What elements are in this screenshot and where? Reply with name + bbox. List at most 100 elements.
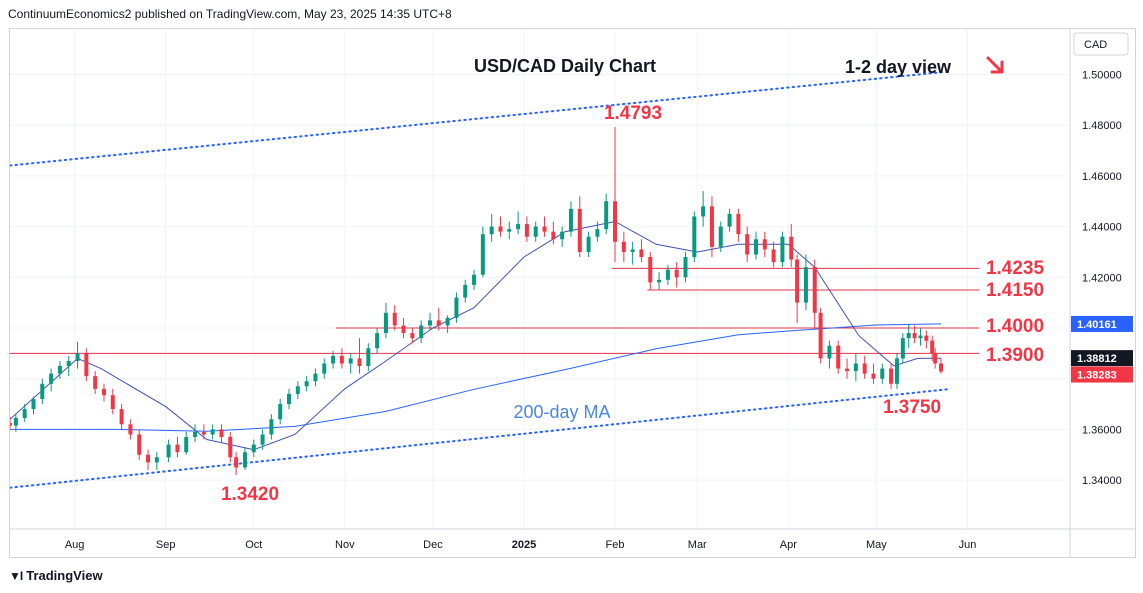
candle-body bbox=[836, 345, 841, 369]
price-tag-box bbox=[1071, 315, 1133, 332]
candle-body bbox=[40, 383, 45, 399]
candle-body bbox=[93, 376, 98, 389]
ma-200-line bbox=[10, 323, 942, 432]
candle-body bbox=[339, 355, 344, 364]
candle-body bbox=[410, 333, 415, 339]
candle-body bbox=[13, 417, 18, 426]
candle-body bbox=[736, 213, 741, 235]
candle-body bbox=[436, 320, 441, 326]
candle-body bbox=[392, 312, 397, 326]
candle-body bbox=[533, 226, 538, 237]
candle-body bbox=[137, 434, 142, 455]
candle-body bbox=[454, 297, 459, 318]
candle-body bbox=[665, 269, 670, 280]
candle-body bbox=[128, 424, 133, 435]
candle-body bbox=[101, 388, 106, 396]
x-tick-label: Sep bbox=[156, 539, 176, 551]
x-tick-label: Jun bbox=[959, 539, 977, 551]
candle-body bbox=[701, 206, 706, 217]
y-tick-label: 1.34000 bbox=[1082, 475, 1122, 487]
candle-body bbox=[516, 224, 521, 230]
price-tag-box bbox=[1071, 366, 1133, 383]
candle-body bbox=[184, 437, 189, 453]
candle-body bbox=[880, 368, 885, 379]
candle-body bbox=[445, 317, 450, 326]
x-tick-label: Apr bbox=[780, 539, 797, 551]
candle-body bbox=[419, 325, 424, 339]
x-tick-label: Oct bbox=[245, 539, 262, 551]
candle-body bbox=[762, 239, 767, 250]
candle-body bbox=[753, 239, 758, 255]
x-tick-label: 2025 bbox=[512, 539, 536, 551]
candle-body bbox=[853, 363, 858, 372]
candle-body bbox=[278, 404, 283, 420]
candle-body bbox=[827, 345, 832, 359]
candle-body bbox=[260, 434, 265, 445]
x-tick-label: Mar bbox=[688, 539, 707, 551]
candle-body bbox=[210, 429, 215, 435]
candle-body bbox=[683, 257, 688, 278]
down-arrow-icon bbox=[986, 56, 1004, 74]
tradingview-label: TradingView bbox=[26, 568, 103, 583]
ma-short-line bbox=[10, 220, 942, 451]
candle-body bbox=[201, 431, 206, 435]
candle-body bbox=[10, 423, 12, 426]
y-tick-label: 1.48000 bbox=[1082, 120, 1122, 132]
candle-body bbox=[933, 353, 938, 364]
candle-body bbox=[639, 249, 644, 258]
ma-200-label: 200-day MA bbox=[513, 402, 610, 422]
candle-body bbox=[586, 236, 591, 252]
level-label-1.3750: 1.3750 bbox=[883, 397, 941, 418]
x-tick-label: Feb bbox=[606, 539, 625, 551]
x-tick-label: Aug bbox=[65, 539, 85, 551]
level-label-1.4150: 1.4150 bbox=[986, 280, 1044, 301]
x-tick-label: Dec bbox=[423, 539, 443, 551]
price-tag-label: 1.38812 bbox=[1077, 353, 1117, 365]
y-tick-label: 1.42000 bbox=[1082, 272, 1122, 284]
candle-body bbox=[648, 257, 653, 283]
candle-body bbox=[322, 363, 327, 374]
candle-body bbox=[568, 208, 573, 232]
currency-label: CAD bbox=[1084, 39, 1107, 51]
candle-body bbox=[489, 226, 494, 235]
candle-body bbox=[894, 358, 899, 384]
candle-body bbox=[889, 368, 894, 384]
candle-body bbox=[613, 201, 618, 242]
candle-body bbox=[366, 348, 371, 367]
candle-body bbox=[357, 358, 362, 367]
candle-body bbox=[630, 249, 635, 252]
candle-body bbox=[242, 452, 247, 468]
candle-body bbox=[295, 386, 300, 394]
candle-body bbox=[657, 279, 662, 283]
candle-body bbox=[463, 284, 468, 298]
candle-body bbox=[692, 216, 697, 258]
y-tick-label: 1.36000 bbox=[1082, 424, 1122, 436]
candle-body bbox=[348, 358, 353, 364]
candle-body bbox=[146, 454, 151, 463]
candle-body bbox=[287, 393, 292, 405]
level-label-1.3900: 1.3900 bbox=[986, 345, 1044, 366]
x-tick-label: Nov bbox=[335, 539, 355, 551]
candle-body bbox=[119, 409, 124, 425]
candle-body bbox=[219, 429, 224, 438]
y-tick-label: 1.50000 bbox=[1082, 70, 1122, 82]
tradingview-brand[interactable]: ▼I TradingView bbox=[9, 568, 103, 583]
candle-body bbox=[939, 363, 944, 372]
candle-body bbox=[66, 360, 71, 367]
price-tag-label: 1.40161 bbox=[1077, 319, 1117, 331]
candle-body bbox=[674, 269, 679, 278]
candle-body bbox=[31, 398, 36, 410]
chart-frame bbox=[9, 28, 1136, 558]
candle-body bbox=[818, 312, 823, 359]
candle-body bbox=[234, 457, 239, 468]
candle-body bbox=[331, 355, 336, 364]
candle-body bbox=[480, 234, 485, 275]
tradingview-logo-icon: ▼I bbox=[9, 568, 23, 583]
candle-body bbox=[166, 444, 171, 458]
candle-body bbox=[918, 335, 923, 339]
candle-body bbox=[871, 373, 876, 379]
currency-box bbox=[1073, 32, 1129, 56]
candle-body bbox=[906, 333, 911, 339]
candle-body bbox=[498, 226, 503, 232]
